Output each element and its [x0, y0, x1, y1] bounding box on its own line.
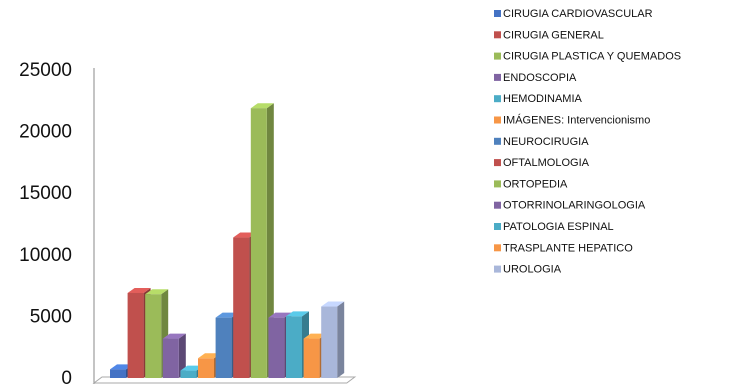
- bar-front: [286, 316, 302, 378]
- bar-front: [198, 358, 214, 378]
- legend-item: ORTOPEDIA: [494, 178, 568, 190]
- bar-top: [127, 287, 151, 293]
- y-tick-label: 5000: [30, 306, 72, 327]
- bar-front: [180, 370, 197, 378]
- legend-swatch: [494, 10, 501, 17]
- bar-front: [233, 237, 250, 378]
- legend-label: PATOLOGIA ESPINAL: [503, 221, 614, 233]
- y-tick-label: 20000: [19, 122, 72, 143]
- legend-swatch: [494, 180, 501, 188]
- legend-label: OFTALMOLOGIA: [503, 157, 590, 169]
- y-tick-label: 0: [61, 368, 72, 389]
- bar-top: [162, 333, 186, 339]
- legend-swatch: [494, 159, 501, 167]
- legend-label: CIRUGIA CARDIOVASCULAR: [503, 8, 653, 20]
- bar-front: [303, 338, 320, 378]
- y-tick-label: 25000: [19, 60, 72, 81]
- legend: CIRUGIA CARDIOVASCULAR CIRUGIA GENERAL CIR…: [494, 8, 681, 276]
- legend-item: CIRUGIA PLASTICA Y QUEMADOS: [494, 51, 681, 63]
- legend-item: OTORRINOLARINGOLOGIA: [494, 200, 646, 212]
- legend-label: HEMODINAMIA: [503, 93, 583, 105]
- bar: [162, 333, 186, 378]
- bar-top: [286, 311, 309, 317]
- y-tick-label: 10000: [19, 245, 72, 266]
- legend-item: PATOLOGIA ESPINAL: [494, 221, 614, 233]
- legend-item: ENDOSCOPIA: [494, 72, 577, 84]
- bar-front: [145, 294, 162, 378]
- legend-swatch: [494, 244, 501, 252]
- legend-swatch: [494, 201, 501, 209]
- bar-front: [268, 317, 285, 378]
- legend-item: UROLOGIA: [494, 264, 562, 276]
- bar: [250, 103, 274, 378]
- bar-side: [266, 103, 274, 378]
- bar: [321, 301, 345, 378]
- bar-top: [233, 232, 257, 238]
- legend-label: ORTOPEDIA: [503, 178, 568, 190]
- legend-label: CIRUGIA GENERAL: [503, 29, 604, 41]
- bar-top: [198, 353, 221, 359]
- bar-side: [178, 333, 186, 378]
- bar-side: [337, 301, 345, 378]
- y-tick-label: 15000: [19, 183, 72, 204]
- bar-top: [303, 333, 327, 339]
- legend-swatch: [494, 265, 501, 273]
- legend-swatch: [494, 31, 501, 39]
- legend-item: HEMODINAMIA: [494, 93, 583, 105]
- bar-top: [110, 364, 133, 370]
- legend-swatch: [494, 52, 501, 60]
- legend-label: TRASPLANTE HEPATICO: [503, 242, 633, 254]
- legend-swatch: [494, 95, 501, 103]
- bar-top: [180, 365, 204, 371]
- bar-front: [110, 369, 126, 378]
- legend-label: IMÁGENES: Intervencionismo: [503, 114, 650, 127]
- legend-item: NEUROCIRUGIA: [494, 136, 589, 148]
- legend-label: NEUROCIRUGIA: [503, 136, 589, 148]
- bar-top: [215, 312, 239, 318]
- bar-top: [321, 301, 345, 307]
- legend-label: ENDOSCOPIA: [503, 72, 577, 84]
- legend-item: CIRUGIA CARDIOVASCULAR: [494, 8, 653, 20]
- legend-swatch: [494, 73, 501, 81]
- bar-front: [215, 317, 232, 378]
- legend-item: CIRUGIA GENERAL: [494, 29, 604, 41]
- legend-item: TRASPLANTE HEPATICO: [494, 242, 633, 254]
- bar-front: [250, 108, 267, 378]
- bar-front: [321, 306, 338, 378]
- bar-front: [162, 338, 179, 378]
- legend-label: CIRUGIA PLASTICA Y QUEMADOS: [503, 51, 681, 63]
- bar-front: [127, 292, 144, 378]
- legend-swatch: [494, 116, 501, 124]
- bars: [110, 103, 345, 378]
- bar-top: [250, 103, 274, 109]
- chart-floor-plane: [92, 376, 357, 384]
- bar-top: [145, 289, 169, 295]
- legend-item: IMÁGENES: Intervencionismo: [494, 114, 650, 127]
- chart-floor: [92, 376, 357, 384]
- legend-item: OFTALMOLOGIA: [494, 157, 590, 169]
- legend-swatch: [494, 137, 501, 145]
- legend-swatch: [494, 223, 501, 230]
- bar-top: [268, 312, 292, 318]
- y-axis: 0 5000 10000 15000 20000 25000: [19, 60, 95, 389]
- legend-label: UROLOGIA: [503, 264, 562, 276]
- legend-label: OTORRINOLARINGOLOGIA: [503, 200, 646, 212]
